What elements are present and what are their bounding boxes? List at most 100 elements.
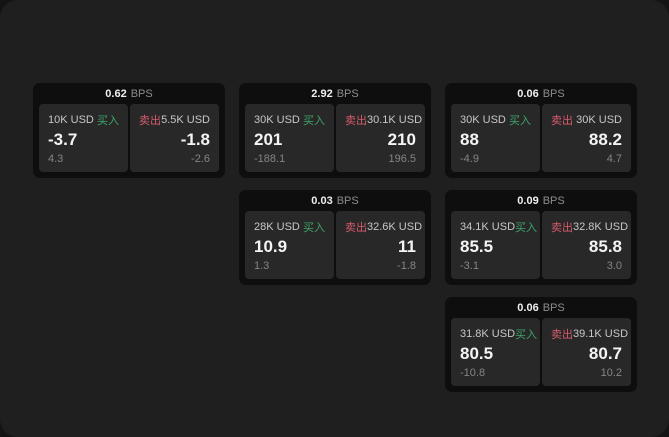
buy-sub-value: -188.1 bbox=[254, 153, 286, 165]
sell-panel-top: 卖出 32.6K USD bbox=[345, 219, 422, 235]
buy-amount: 30K USD bbox=[254, 114, 300, 126]
bps-unit-label: BPS bbox=[542, 87, 565, 100]
sell-panel-top: 卖出 39.1K USD bbox=[551, 326, 628, 342]
sell-price: 11 bbox=[398, 237, 416, 257]
buy-price: 88 bbox=[460, 130, 479, 150]
sell-price: 85.8 bbox=[588, 237, 622, 257]
bps-unit-label: BPS bbox=[542, 194, 565, 207]
bps-unit-label: BPS bbox=[542, 301, 565, 314]
buy-price: 201 bbox=[254, 130, 283, 150]
card-header: 0.06 BPS bbox=[445, 83, 637, 104]
sell-panel[interactable]: 卖出 30K USD 88.2 4.7 bbox=[542, 104, 631, 172]
card-header: 0.09 BPS bbox=[445, 190, 637, 211]
sell-panel[interactable]: 卖出 30.1K USD 210 196.5 bbox=[336, 104, 425, 172]
bps-unit-label: BPS bbox=[130, 87, 153, 100]
buy-amount: 10K USD bbox=[48, 114, 94, 126]
buy-panel[interactable]: 34.1K USD 买入 85.5 -3.1 bbox=[451, 211, 540, 279]
sell-panel-top: 卖出 32.8K USD bbox=[551, 219, 628, 235]
sell-side-label: 卖出 bbox=[551, 115, 573, 127]
sell-sub-value: -1.8 bbox=[397, 260, 416, 272]
buy-side-label: 买入 bbox=[97, 115, 119, 127]
buy-panel-top: 34.1K USD 买入 bbox=[460, 219, 537, 235]
sell-panel-top: 卖出 30K USD bbox=[551, 112, 622, 128]
sell-sub-value: -2.6 bbox=[191, 153, 210, 165]
sell-side-label: 卖出 bbox=[551, 222, 573, 234]
bps-value: 0.06 bbox=[517, 301, 539, 314]
card-header: 2.92 BPS bbox=[239, 83, 431, 104]
buy-sell-panels: 10K USD 买入 -3.7 4.3 卖出 5.5K USD -1.8 -2.… bbox=[39, 104, 219, 172]
buy-side-label: 买入 bbox=[515, 222, 538, 234]
bps-value: 0.03 bbox=[311, 194, 333, 207]
quote-grid: 0.62 BPS 10K USD 买入 -3.7 4.3 卖出 5.5K USD bbox=[33, 83, 637, 392]
buy-panel-top: 30K USD 买入 bbox=[460, 112, 531, 128]
buy-sell-panels: 30K USD 买入 201 -188.1 卖出 30.1K USD 210 1… bbox=[245, 104, 425, 172]
sell-panel[interactable]: 卖出 5.5K USD -1.8 -2.6 bbox=[130, 104, 219, 172]
buy-amount: 30K USD bbox=[460, 114, 506, 126]
sell-side-label: 卖出 bbox=[551, 329, 573, 341]
sell-sub-value: 10.2 bbox=[600, 367, 622, 379]
quote-card: 0.03 BPS 28K USD 买入 10.9 1.3 卖出 32.6K US… bbox=[239, 190, 431, 285]
sell-price: 210 bbox=[387, 130, 416, 150]
buy-amount: 31.8K USD bbox=[460, 328, 516, 340]
buy-sell-panels: 31.8K USD 买入 80.5 -10.8 卖出 39.1K USD 80.… bbox=[451, 318, 631, 386]
buy-sub-value: -10.8 bbox=[460, 367, 486, 379]
sell-price: 88.2 bbox=[588, 130, 622, 150]
sell-side-label: 卖出 bbox=[139, 115, 161, 127]
buy-sub-value: 1.3 bbox=[254, 260, 270, 272]
sell-amount: 30K USD bbox=[576, 114, 622, 126]
sell-panel[interactable]: 卖出 32.8K USD 85.8 3.0 bbox=[542, 211, 631, 279]
sell-panel-top: 卖出 30.1K USD bbox=[345, 112, 422, 128]
buy-panel[interactable]: 28K USD 买入 10.9 1.3 bbox=[245, 211, 334, 279]
quote-card: 0.62 BPS 10K USD 买入 -3.7 4.3 卖出 5.5K USD bbox=[33, 83, 225, 178]
card-header: 0.03 BPS bbox=[239, 190, 431, 211]
buy-panel-top: 10K USD 买入 bbox=[48, 112, 119, 128]
buy-sell-panels: 28K USD 买入 10.9 1.3 卖出 32.6K USD 11 -1.8 bbox=[245, 211, 425, 279]
sell-panel[interactable]: 卖出 39.1K USD 80.7 10.2 bbox=[542, 318, 631, 386]
sell-panel-top: 卖出 5.5K USD bbox=[139, 112, 210, 128]
buy-sub-value: 4.3 bbox=[48, 153, 64, 165]
buy-panel-top: 31.8K USD 买入 bbox=[460, 326, 537, 342]
buy-price: 10.9 bbox=[254, 237, 288, 257]
quote-card: 0.06 BPS 31.8K USD 买入 80.5 -10.8 卖出 39.1… bbox=[445, 297, 637, 392]
bps-value: 2.92 bbox=[311, 87, 333, 100]
sell-sub-value: 4.7 bbox=[606, 153, 622, 165]
buy-side-label: 买入 bbox=[303, 222, 325, 234]
sell-sub-value: 3.0 bbox=[606, 260, 622, 272]
buy-panel[interactable]: 31.8K USD 买入 80.5 -10.8 bbox=[451, 318, 540, 386]
buy-sub-value: -3.1 bbox=[460, 260, 479, 272]
sell-side-label: 卖出 bbox=[345, 115, 367, 127]
sell-price: -1.8 bbox=[180, 130, 210, 150]
bps-unit-label: BPS bbox=[336, 87, 359, 100]
buy-amount: 34.1K USD bbox=[460, 221, 516, 233]
sell-sub-value: 196.5 bbox=[388, 153, 416, 165]
buy-panel[interactable]: 30K USD 买入 88 -4.9 bbox=[451, 104, 540, 172]
buy-panel[interactable]: 10K USD 买入 -3.7 4.3 bbox=[39, 104, 128, 172]
sell-amount: 30.1K USD bbox=[367, 114, 423, 126]
sell-amount: 5.5K USD bbox=[161, 114, 210, 126]
buy-price: -3.7 bbox=[48, 130, 78, 150]
bps-unit-label: BPS bbox=[336, 194, 359, 207]
sell-amount: 32.6K USD bbox=[367, 221, 423, 233]
buy-panel-top: 28K USD 买入 bbox=[254, 219, 325, 235]
buy-side-label: 买入 bbox=[303, 115, 325, 127]
bps-value: 0.62 bbox=[105, 87, 127, 100]
sell-panel[interactable]: 卖出 32.6K USD 11 -1.8 bbox=[336, 211, 425, 279]
quote-card: 0.09 BPS 34.1K USD 买入 85.5 -3.1 卖出 32.8K… bbox=[445, 190, 637, 285]
sell-amount: 32.8K USD bbox=[573, 221, 629, 233]
buy-sell-panels: 34.1K USD 买入 85.5 -3.1 卖出 32.8K USD 85.8… bbox=[451, 211, 631, 279]
bps-value: 0.06 bbox=[517, 87, 539, 100]
sell-side-label: 卖出 bbox=[345, 222, 367, 234]
buy-price: 80.5 bbox=[460, 344, 494, 364]
buy-panel[interactable]: 30K USD 买入 201 -188.1 bbox=[245, 104, 334, 172]
sell-amount: 39.1K USD bbox=[573, 328, 629, 340]
card-header: 0.06 BPS bbox=[445, 297, 637, 318]
bps-value: 0.09 bbox=[517, 194, 539, 207]
buy-sub-value: -4.9 bbox=[460, 153, 479, 165]
buy-price: 85.5 bbox=[460, 237, 494, 257]
buy-amount: 28K USD bbox=[254, 221, 300, 233]
buy-side-label: 买入 bbox=[515, 329, 538, 341]
card-header: 0.62 BPS bbox=[33, 83, 225, 104]
quote-card: 0.06 BPS 30K USD 买入 88 -4.9 卖出 30K USD bbox=[445, 83, 637, 178]
buy-panel-top: 30K USD 买入 bbox=[254, 112, 325, 128]
